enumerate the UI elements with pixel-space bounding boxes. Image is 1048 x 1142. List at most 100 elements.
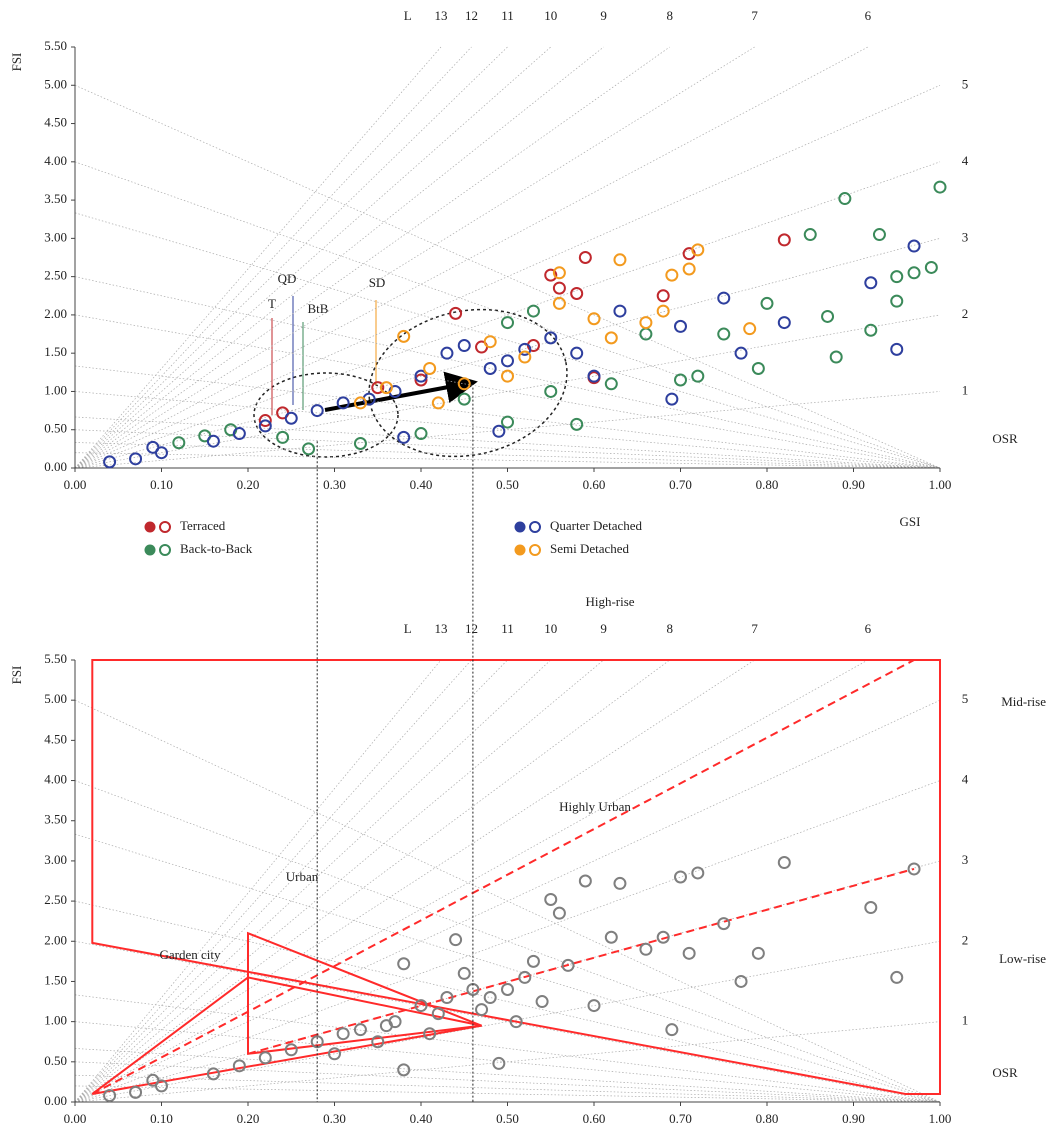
point	[414, 373, 428, 387]
point	[258, 1051, 272, 1065]
x-tick-label: 0.30	[323, 477, 346, 492]
point	[751, 361, 765, 375]
l-label: 3	[962, 229, 969, 244]
point	[682, 946, 696, 960]
point	[284, 411, 298, 425]
l-label: 4	[962, 153, 969, 168]
l-label: 4	[962, 772, 969, 787]
y-tick-label: 2.00	[44, 932, 67, 947]
point	[639, 316, 653, 330]
point	[604, 377, 618, 391]
osr-line	[74, 84, 941, 469]
x-tick-label: 1.00	[929, 1111, 952, 1126]
point	[414, 999, 428, 1013]
point	[717, 291, 731, 305]
l-label: 8	[666, 8, 673, 23]
osr-line	[74, 276, 941, 469]
point	[933, 180, 947, 194]
point	[717, 917, 731, 931]
point	[734, 974, 748, 988]
y-tick-label: 3.50	[44, 812, 67, 827]
osr-line	[74, 442, 941, 469]
point	[570, 286, 584, 300]
point	[717, 327, 731, 341]
y-tick-label: 3.50	[44, 191, 67, 206]
point	[907, 266, 921, 280]
point	[552, 906, 566, 920]
point	[336, 396, 350, 410]
point	[440, 991, 454, 1005]
x-tick-label: 0.90	[842, 1111, 865, 1126]
point	[570, 417, 584, 431]
osr-line	[74, 429, 941, 469]
point	[544, 331, 558, 345]
x-tick-label: 0.10	[150, 477, 173, 492]
point	[258, 414, 272, 428]
point	[284, 1043, 298, 1057]
y-tick-label: 1.50	[44, 972, 67, 987]
legend-marker	[159, 521, 171, 533]
l-line	[74, 46, 869, 469]
y-tick-label: 5.00	[44, 76, 67, 91]
annotation: High-rise	[585, 594, 634, 609]
point	[232, 427, 246, 441]
y-tick-label: 2.00	[44, 306, 67, 321]
l-title: L	[404, 621, 412, 636]
point	[449, 933, 463, 947]
point	[336, 1027, 350, 1041]
point	[734, 346, 748, 360]
l-label: 12	[465, 8, 478, 23]
l-line	[74, 659, 755, 1103]
point	[371, 381, 385, 395]
point	[751, 946, 765, 960]
x-tick-label: 0.90	[842, 477, 865, 492]
point	[526, 954, 540, 968]
l-line	[74, 46, 670, 469]
point	[604, 930, 618, 944]
x-tick-label: 0.40	[410, 477, 433, 492]
point	[907, 239, 921, 253]
region-boundary	[91, 659, 915, 1095]
point	[578, 251, 592, 264]
point	[501, 415, 514, 429]
legend-label: Terraced	[180, 518, 226, 533]
point	[397, 430, 411, 444]
point	[907, 862, 921, 876]
y-tick-label: 0.50	[44, 1053, 67, 1068]
y-tick-label: 3.00	[44, 229, 67, 244]
l-label: 13	[434, 8, 447, 23]
point	[501, 354, 514, 368]
x-tick-label: 0.50	[496, 477, 519, 492]
y-tick-label: 5.50	[44, 38, 67, 53]
annotation: T	[268, 296, 276, 311]
annotation: Low-rise	[999, 951, 1046, 966]
y-tick-label: 3.00	[44, 852, 67, 867]
osr-line	[74, 833, 941, 1103]
point	[431, 396, 445, 410]
point	[838, 192, 852, 206]
point	[674, 870, 687, 884]
point	[743, 322, 757, 336]
point	[353, 396, 367, 410]
l-line	[74, 659, 508, 1103]
annotation: QD	[278, 271, 297, 286]
point	[604, 331, 618, 345]
point	[544, 384, 558, 398]
point	[777, 856, 791, 870]
x-tick-label: 0.00	[64, 477, 87, 492]
point	[276, 430, 290, 444]
osr-label: OSR	[992, 431, 1018, 446]
osr-line	[74, 699, 941, 1103]
legend-marker	[144, 521, 156, 533]
point	[890, 342, 904, 356]
point	[509, 1015, 523, 1029]
point	[328, 1047, 341, 1061]
y-tick-label: 0.00	[44, 1093, 67, 1108]
point	[656, 304, 670, 318]
osr-line	[74, 940, 941, 1103]
point	[379, 381, 393, 395]
y-tick-label: 1.00	[44, 1013, 67, 1028]
point	[803, 228, 817, 242]
point	[431, 1007, 445, 1021]
